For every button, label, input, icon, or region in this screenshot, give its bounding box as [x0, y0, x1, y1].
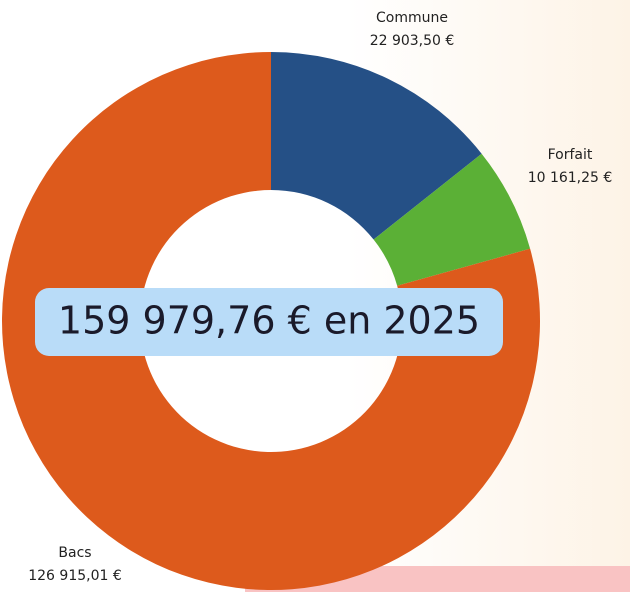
- slice-value: 126 915,01 €: [28, 568, 122, 584]
- donut-slice: [373, 153, 531, 286]
- slice-label: Forfait: [548, 147, 593, 163]
- center-label: 159 979,76 € en 2025: [58, 299, 480, 343]
- slice-value: 10 161,25 €: [528, 170, 613, 186]
- slice-label: Commune: [376, 10, 448, 26]
- center-box: [35, 288, 503, 356]
- donut: [2, 52, 541, 590]
- slice-label: Bacs: [58, 545, 91, 561]
- slice-value: 22 903,50 €: [370, 33, 455, 49]
- donut-slice: [271, 52, 482, 240]
- donut-slice: [2, 52, 541, 590]
